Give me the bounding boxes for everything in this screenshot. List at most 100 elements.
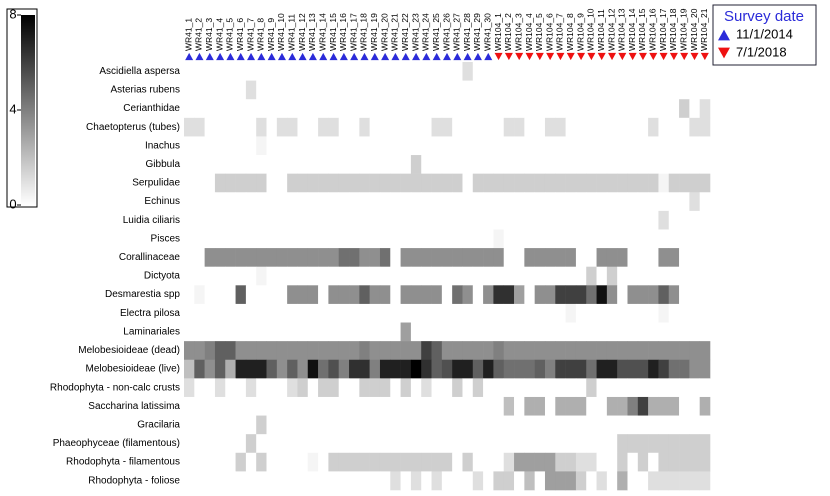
cell bbox=[617, 359, 628, 379]
cell bbox=[503, 303, 515, 323]
legend-label: 7/1/2018 bbox=[736, 44, 787, 59]
cell bbox=[276, 266, 288, 286]
cell bbox=[627, 303, 639, 323]
column-label: WR41_26 bbox=[441, 13, 451, 51]
row-label: Phaeophyceae (filamentous) bbox=[53, 438, 180, 449]
cell bbox=[245, 117, 257, 137]
cell bbox=[462, 192, 474, 212]
cell bbox=[534, 322, 546, 342]
cell bbox=[421, 117, 432, 137]
cell bbox=[400, 471, 412, 491]
cell bbox=[514, 285, 525, 305]
cell bbox=[214, 80, 226, 100]
cell bbox=[297, 303, 309, 323]
cell bbox=[679, 62, 690, 81]
column-label: WR41_12 bbox=[297, 13, 307, 51]
cell bbox=[307, 173, 319, 193]
cell bbox=[586, 359, 597, 379]
cell bbox=[297, 210, 309, 230]
cell bbox=[318, 80, 329, 100]
cell bbox=[586, 396, 597, 416]
cell bbox=[544, 415, 556, 435]
cell bbox=[421, 359, 432, 379]
cell bbox=[586, 378, 597, 398]
cell bbox=[328, 248, 340, 267]
cell bbox=[565, 415, 577, 435]
cell bbox=[555, 210, 566, 230]
cell bbox=[338, 322, 350, 342]
cell bbox=[204, 266, 216, 286]
column-label: WR41_18 bbox=[359, 13, 369, 51]
cell bbox=[493, 229, 505, 249]
cell bbox=[627, 248, 639, 267]
cell bbox=[318, 210, 329, 230]
cell bbox=[617, 210, 628, 230]
cell bbox=[658, 359, 670, 379]
cell bbox=[472, 452, 484, 472]
cell bbox=[225, 434, 236, 454]
cell bbox=[699, 192, 711, 212]
cell bbox=[338, 155, 350, 174]
cell bbox=[462, 248, 474, 267]
cell bbox=[575, 80, 587, 100]
cell bbox=[194, 285, 205, 305]
cell bbox=[204, 285, 216, 305]
column-label: WR41_1 bbox=[183, 18, 193, 51]
column-label: WR41_4 bbox=[214, 18, 224, 51]
column-label: WR104_11 bbox=[596, 9, 606, 51]
cell bbox=[410, 415, 422, 435]
cell bbox=[287, 173, 298, 193]
cell bbox=[514, 322, 525, 342]
cell bbox=[462, 396, 474, 416]
cell bbox=[307, 155, 319, 174]
cell bbox=[524, 229, 535, 249]
row-label: Saccharina latissima bbox=[88, 401, 180, 412]
cell bbox=[276, 80, 288, 100]
column-marker bbox=[659, 52, 668, 61]
cell bbox=[534, 62, 546, 81]
cell bbox=[514, 415, 525, 435]
cell bbox=[328, 415, 340, 435]
cell bbox=[483, 378, 494, 398]
cell bbox=[483, 229, 494, 249]
cell bbox=[349, 378, 360, 398]
cell bbox=[503, 396, 515, 416]
cell bbox=[648, 62, 659, 81]
cell bbox=[194, 136, 205, 156]
cell bbox=[318, 229, 329, 249]
column-label: WR104_10 bbox=[586, 8, 596, 51]
cell bbox=[699, 173, 711, 193]
cell bbox=[297, 452, 309, 472]
cell bbox=[318, 173, 329, 193]
cell bbox=[544, 285, 556, 305]
cell bbox=[421, 266, 432, 286]
cell bbox=[544, 248, 556, 267]
cell bbox=[668, 471, 680, 491]
cell bbox=[431, 62, 443, 81]
cell bbox=[441, 285, 453, 305]
cell bbox=[689, 341, 700, 361]
cell bbox=[359, 266, 370, 286]
cell bbox=[410, 173, 422, 193]
cell bbox=[452, 173, 463, 193]
column-marker bbox=[288, 52, 297, 61]
cell bbox=[441, 80, 453, 100]
cell bbox=[204, 229, 216, 249]
cell bbox=[544, 452, 556, 472]
cell bbox=[184, 285, 195, 305]
cell bbox=[235, 248, 247, 267]
cell bbox=[194, 117, 205, 137]
cell bbox=[617, 322, 628, 342]
cell bbox=[606, 434, 618, 454]
cell bbox=[318, 415, 329, 435]
cell bbox=[214, 341, 226, 361]
cell bbox=[400, 117, 412, 137]
row-label: Pisces bbox=[151, 233, 180, 244]
cell bbox=[648, 359, 659, 379]
cell bbox=[225, 322, 236, 342]
cell bbox=[534, 99, 546, 119]
cell bbox=[307, 80, 319, 100]
cell bbox=[379, 62, 391, 81]
cell bbox=[379, 117, 391, 137]
cell bbox=[586, 117, 597, 137]
